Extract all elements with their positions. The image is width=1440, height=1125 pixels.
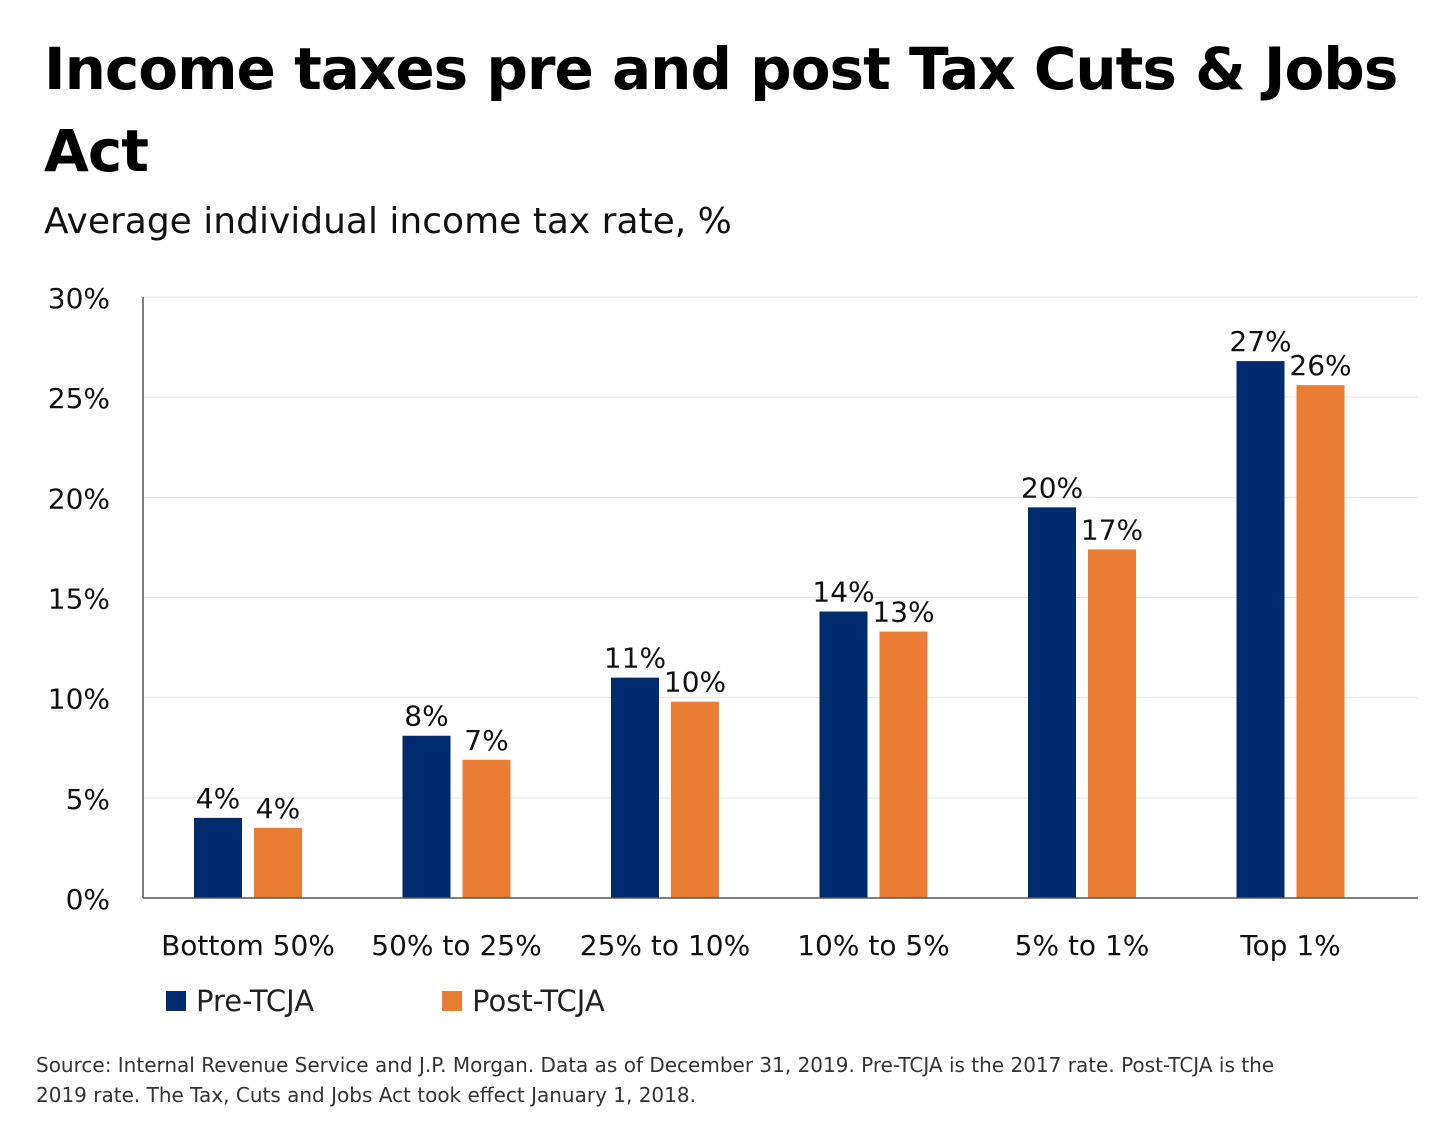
data-label-pre: 20% — [1021, 471, 1083, 504]
y-tick-label: 10% — [48, 683, 110, 716]
y-tick-label: 0% — [66, 883, 110, 916]
legend: Pre-TCJA Post-TCJA — [166, 984, 605, 1018]
bar-pre — [1236, 361, 1285, 898]
data-label-pre: 8% — [404, 700, 448, 733]
bar-pre — [611, 677, 659, 898]
x-axis-tick-labels: Bottom 50% 50% to 25% 25% to 10% 10% to 5% 5… — [161, 929, 1341, 962]
bar-pre — [819, 611, 868, 898]
gridlines — [143, 296, 1418, 799]
legend-item-post: Post-TCJA — [442, 984, 605, 1018]
legend-item-pre: Pre-TCJA — [166, 984, 314, 1018]
data-label-post: 4% — [256, 792, 300, 825]
source-note: Source: Internal Revenue Service and J.P… — [36, 1053, 1275, 1107]
y-tick-label: 30% — [48, 282, 110, 315]
y-tick-label: 25% — [48, 382, 110, 415]
data-label-post: 13% — [872, 596, 934, 629]
bar-pre — [194, 817, 242, 898]
y-tick-label: 5% — [66, 783, 110, 816]
data-label-pre: 4% — [196, 782, 240, 815]
data-label-pre: 27% — [1229, 325, 1291, 358]
bar-post — [254, 827, 302, 898]
x-tick-label: 10% to 5% — [797, 929, 950, 962]
data-label-pre: 11% — [604, 642, 666, 675]
data-label-post: 17% — [1081, 513, 1143, 546]
x-tick-label: Bottom 50% — [161, 929, 335, 962]
x-tick-label: 50% to 25% — [371, 929, 541, 962]
x-tick-label: 25% to 10% — [580, 929, 750, 962]
data-labels: 4% 4% 8% 7% 11%10% 14%13% 20% 17% 27%26% — [196, 325, 1352, 825]
y-tick-label: 15% — [48, 583, 110, 616]
chart-subtitle: Average individual income tax rate, % — [44, 201, 732, 242]
bar-post — [1088, 549, 1136, 898]
legend-label-pre: Pre-TCJA — [196, 984, 315, 1018]
chart-title: Income taxes pre and post Tax Cuts & Job… — [44, 35, 1398, 185]
bar-post — [1296, 385, 1345, 898]
data-label-post: 7% — [464, 724, 508, 757]
data-label-post: 26% — [1289, 349, 1351, 382]
y-axis-tick-labels: 0% 5% 10% 15% 20% 25% 30% — [48, 282, 110, 916]
data-label-pre: 14% — [812, 576, 874, 609]
bar-post — [462, 759, 511, 898]
data-label-post: 10% — [664, 666, 726, 699]
bar-post — [879, 631, 928, 898]
bar-post — [671, 701, 719, 898]
bar-pre — [1028, 507, 1076, 898]
legend-swatch-post — [442, 991, 463, 1011]
x-tick-label: 5% to 1% — [1015, 929, 1150, 962]
axes — [142, 297, 1418, 899]
legend-swatch-pre — [166, 991, 186, 1011]
bar-pre — [402, 735, 451, 898]
bars — [194, 361, 1345, 898]
x-tick-label: Top 1% — [1239, 929, 1341, 962]
y-tick-label: 20% — [48, 482, 110, 515]
legend-label-post: Post-TCJA — [472, 984, 605, 1018]
